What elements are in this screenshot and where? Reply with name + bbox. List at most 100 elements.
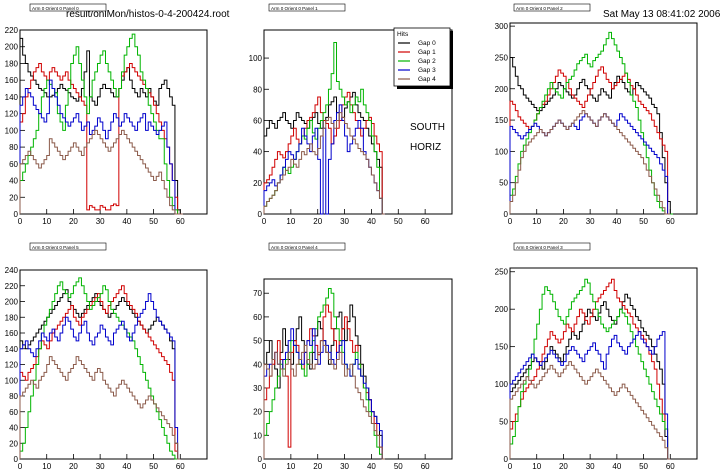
- y-tick-label: 40: [9, 424, 18, 433]
- x-tick-label: 60: [176, 217, 185, 226]
- histogram-panel-4: Arm 0 Orient 0 Panel 4 0 10 20 30 40 50 60 70 0 10…: [253, 242, 453, 469]
- y-tick-label: 100: [495, 380, 509, 389]
- histogram-panel-0: Arm 0 Orient 0 Panel 0 0 20 40 60 80 100 120 140…: [5, 3, 208, 226]
- legend-entry: Gap 3: [418, 67, 436, 74]
- y-tick-label: 0: [504, 210, 509, 219]
- series-gap-0: [19, 37, 183, 215]
- x-tick-label: 50: [394, 462, 403, 469]
- y-tick-label: 140: [5, 93, 19, 102]
- y-tick-label: 50: [499, 179, 508, 188]
- panel-title: Arm 0 Orient 0 Panel 4: [271, 245, 318, 250]
- y-tick-label: 150: [495, 343, 509, 352]
- x-tick-label: 10: [286, 462, 295, 469]
- panel-title: Arm 0 Orient 0 Panel 0: [32, 6, 79, 11]
- x-tick-label: 0: [262, 462, 267, 469]
- legend-box: [393, 27, 451, 87]
- legend-entry: Gap 1: [418, 49, 436, 56]
- series-gap-1: [509, 66, 671, 215]
- x-tick-label: 60: [421, 217, 430, 226]
- x-tick-label: 60: [666, 462, 675, 469]
- x-tick-label: 20: [69, 462, 78, 469]
- file-path-label: result/onlMon/histos-0-4-200424.root: [66, 9, 230, 20]
- x-tick-label: 20: [69, 217, 78, 226]
- y-tick-label: 180: [5, 59, 19, 68]
- x-tick-label: 20: [559, 462, 568, 469]
- y-tick-label: 0: [14, 455, 19, 464]
- x-tick-label: 30: [586, 462, 595, 469]
- panel-title: Arm 0 Orient 0 Panel 2: [516, 6, 563, 11]
- series-gap-3: [19, 79, 183, 215]
- y-tick-label: 50: [253, 337, 262, 346]
- y-tick-label: 160: [5, 329, 19, 338]
- panel-title: Arm 0 Orient 0 Panel 5: [32, 245, 79, 250]
- series-gap-0: [263, 91, 385, 215]
- x-tick-label: 30: [96, 462, 105, 469]
- y-tick-label: 100: [5, 376, 19, 385]
- x-tick-label: 10: [532, 217, 541, 226]
- y-tick-label: 120: [5, 110, 19, 119]
- panel-title-box: [268, 3, 346, 12]
- x-tick-label: 50: [149, 217, 158, 226]
- histogram-panel-2: Arm 0 Orient 0 Panel 2050100150200250300…: [495, 3, 698, 226]
- x-tick-label: 50: [639, 462, 648, 469]
- series-gap-1: [263, 91, 385, 215]
- y-tick-label: 80: [9, 392, 18, 401]
- x-tick-label: 60: [421, 462, 430, 469]
- panel-title: Arm 0 Orient 0 Panel 3: [516, 245, 563, 250]
- y-tick-label: 100: [249, 54, 263, 63]
- series-gap-2: [19, 33, 183, 215]
- x-tick-label: 0: [18, 217, 23, 226]
- y-tick-label: 80: [253, 85, 262, 94]
- y-tick-label: 200: [495, 85, 509, 94]
- histogram-panel-3: Arm 0 Orient 0 Panel 5 0 20 40 60 80 100 120 140…: [5, 242, 208, 469]
- x-tick-label: 30: [586, 217, 595, 226]
- y-tick-label: 200: [5, 298, 19, 307]
- x-tick-label: 50: [149, 462, 158, 469]
- series-gap-3: [509, 331, 671, 460]
- y-tick-label: 100: [5, 126, 19, 135]
- y-tick-label: 160: [5, 76, 19, 85]
- series-gap-3: [263, 328, 385, 460]
- x-tick-label: 40: [612, 462, 621, 469]
- y-tick-label: 100: [495, 147, 509, 156]
- series-gap-4: [263, 112, 385, 215]
- y-tick-label: 180: [5, 313, 19, 322]
- x-tick-label: 50: [394, 217, 403, 226]
- x-tick-label: 30: [340, 217, 349, 226]
- x-tick-label: 0: [508, 217, 513, 226]
- x-tick-label: 40: [367, 217, 376, 226]
- x-tick-label: 40: [122, 217, 131, 226]
- x-tick-label: 40: [612, 217, 621, 226]
- x-tick-label: 10: [286, 217, 295, 226]
- y-tick-label: 250: [495, 268, 509, 277]
- y-tick-label: 80: [9, 143, 18, 152]
- panel-title-box: [513, 3, 591, 12]
- x-tick-label: 0: [508, 462, 513, 469]
- y-tick-label: 60: [253, 116, 262, 125]
- y-tick-label: 0: [504, 455, 509, 464]
- y-tick-label: 60: [9, 408, 18, 417]
- y-tick-label: 140: [5, 345, 19, 354]
- y-tick-label: 220: [5, 282, 19, 291]
- y-tick-label: 20: [9, 439, 18, 448]
- y-tick-label: 250: [495, 53, 509, 62]
- x-tick-label: 30: [340, 462, 349, 469]
- series-gap-2: [509, 278, 671, 460]
- timestamp-label: Sat May 13 08:41:02 2006: [603, 9, 721, 20]
- x-tick-label: 20: [313, 217, 322, 226]
- y-tick-label: 50: [499, 418, 508, 427]
- x-tick-label: 20: [313, 462, 322, 469]
- y-tick-label: 120: [5, 361, 19, 370]
- series-gap-3: [19, 293, 181, 460]
- y-tick-label: 60: [9, 160, 18, 169]
- orient-label: HORIZ: [410, 142, 441, 153]
- series-gap-4: [19, 356, 181, 460]
- y-tick-label: 20: [253, 179, 262, 188]
- y-tick-label: 40: [9, 177, 18, 186]
- legend-title: Hits: [397, 31, 409, 38]
- panel-title-box: [513, 242, 591, 251]
- arm-label: SOUTH: [410, 122, 445, 133]
- y-tick-label: 240: [5, 266, 19, 275]
- plot-frame: [263, 29, 453, 215]
